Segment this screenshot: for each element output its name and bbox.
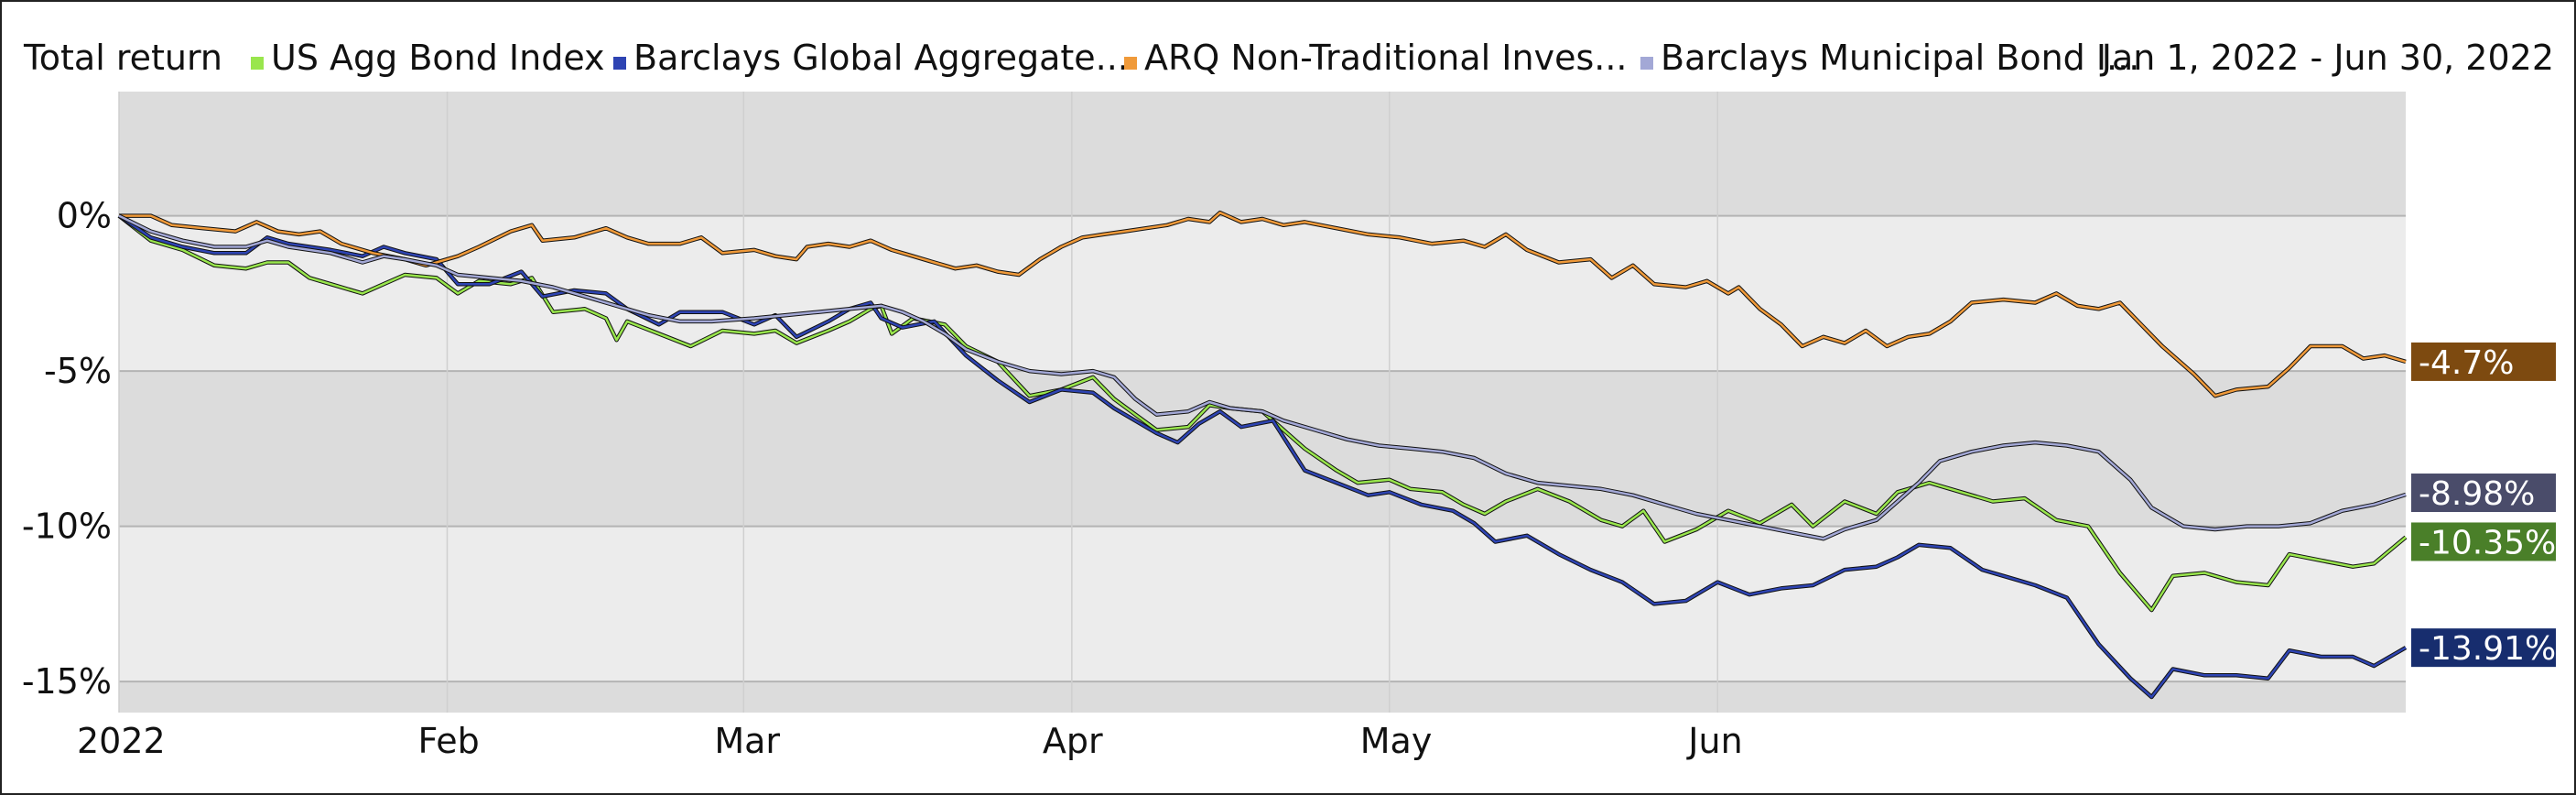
plot-band	[119, 92, 2406, 216]
legend-swatch-3	[1640, 57, 1653, 70]
end-label-box-2	[2411, 342, 2556, 381]
x-tick-label: Jun	[1686, 721, 1742, 761]
x-tick-label: May	[1360, 721, 1433, 761]
y-tick-label: 0%	[57, 196, 112, 236]
plot-band	[119, 681, 2406, 713]
date-range: Jan 1, 2022 - Jun 30, 2022	[2100, 38, 2554, 78]
plot-background	[119, 92, 2406, 713]
x-tick-label: Feb	[418, 721, 480, 761]
x-axis: 2022 Feb Mar Apr May Jun	[77, 721, 1743, 761]
end-labels: -10.35% -13.91% -4.7% -8.98%	[2411, 342, 2556, 668]
plot-band	[119, 371, 2406, 527]
series-line-2	[119, 211, 2407, 398]
y-axis: 0% -5% -10% -15%	[22, 196, 112, 702]
end-label-box-3	[2411, 474, 2556, 513]
legend: Total return Jan 1, 2022 - Jun 30, 2022 …	[23, 38, 2554, 78]
grid-lines	[118, 92, 2406, 713]
legend-swatch-0	[251, 57, 264, 70]
chart-title: Total return	[23, 38, 222, 78]
end-label-2: -4.7%	[2419, 344, 2514, 382]
end-label-box-1	[2411, 628, 2556, 668]
series-line-1	[118, 214, 2407, 699]
plot-band	[119, 526, 2406, 682]
y-tick-label: -15%	[22, 661, 112, 702]
x-tick-label: Apr	[1043, 721, 1103, 761]
y-tick-label: -10%	[22, 506, 112, 547]
x-tick-label: Mar	[714, 721, 780, 761]
end-label-1: -13.91%	[2419, 630, 2556, 668]
legend-label-3: Barclays Municipal Bond I...	[1661, 38, 2139, 78]
legend-swatch-1	[613, 57, 626, 70]
y-tick-label: -5%	[44, 351, 112, 391]
end-label-box-0	[2411, 522, 2556, 561]
legend-label-1: Barclays Global Aggregate...	[633, 38, 1129, 78]
legend-swatch-2	[1124, 57, 1137, 70]
legend-label-2: ARQ Non-Traditional Inves...	[1144, 38, 1628, 78]
legend-label-0: US Agg Bond Index	[271, 38, 605, 78]
x-tick-label: 2022	[77, 721, 166, 761]
end-label-0: -10.35%	[2419, 524, 2556, 561]
plot-band	[119, 215, 2406, 372]
series-line-3	[118, 214, 2407, 540]
end-label-3: -8.98%	[2419, 475, 2535, 513]
series-lines	[117, 210, 2408, 700]
